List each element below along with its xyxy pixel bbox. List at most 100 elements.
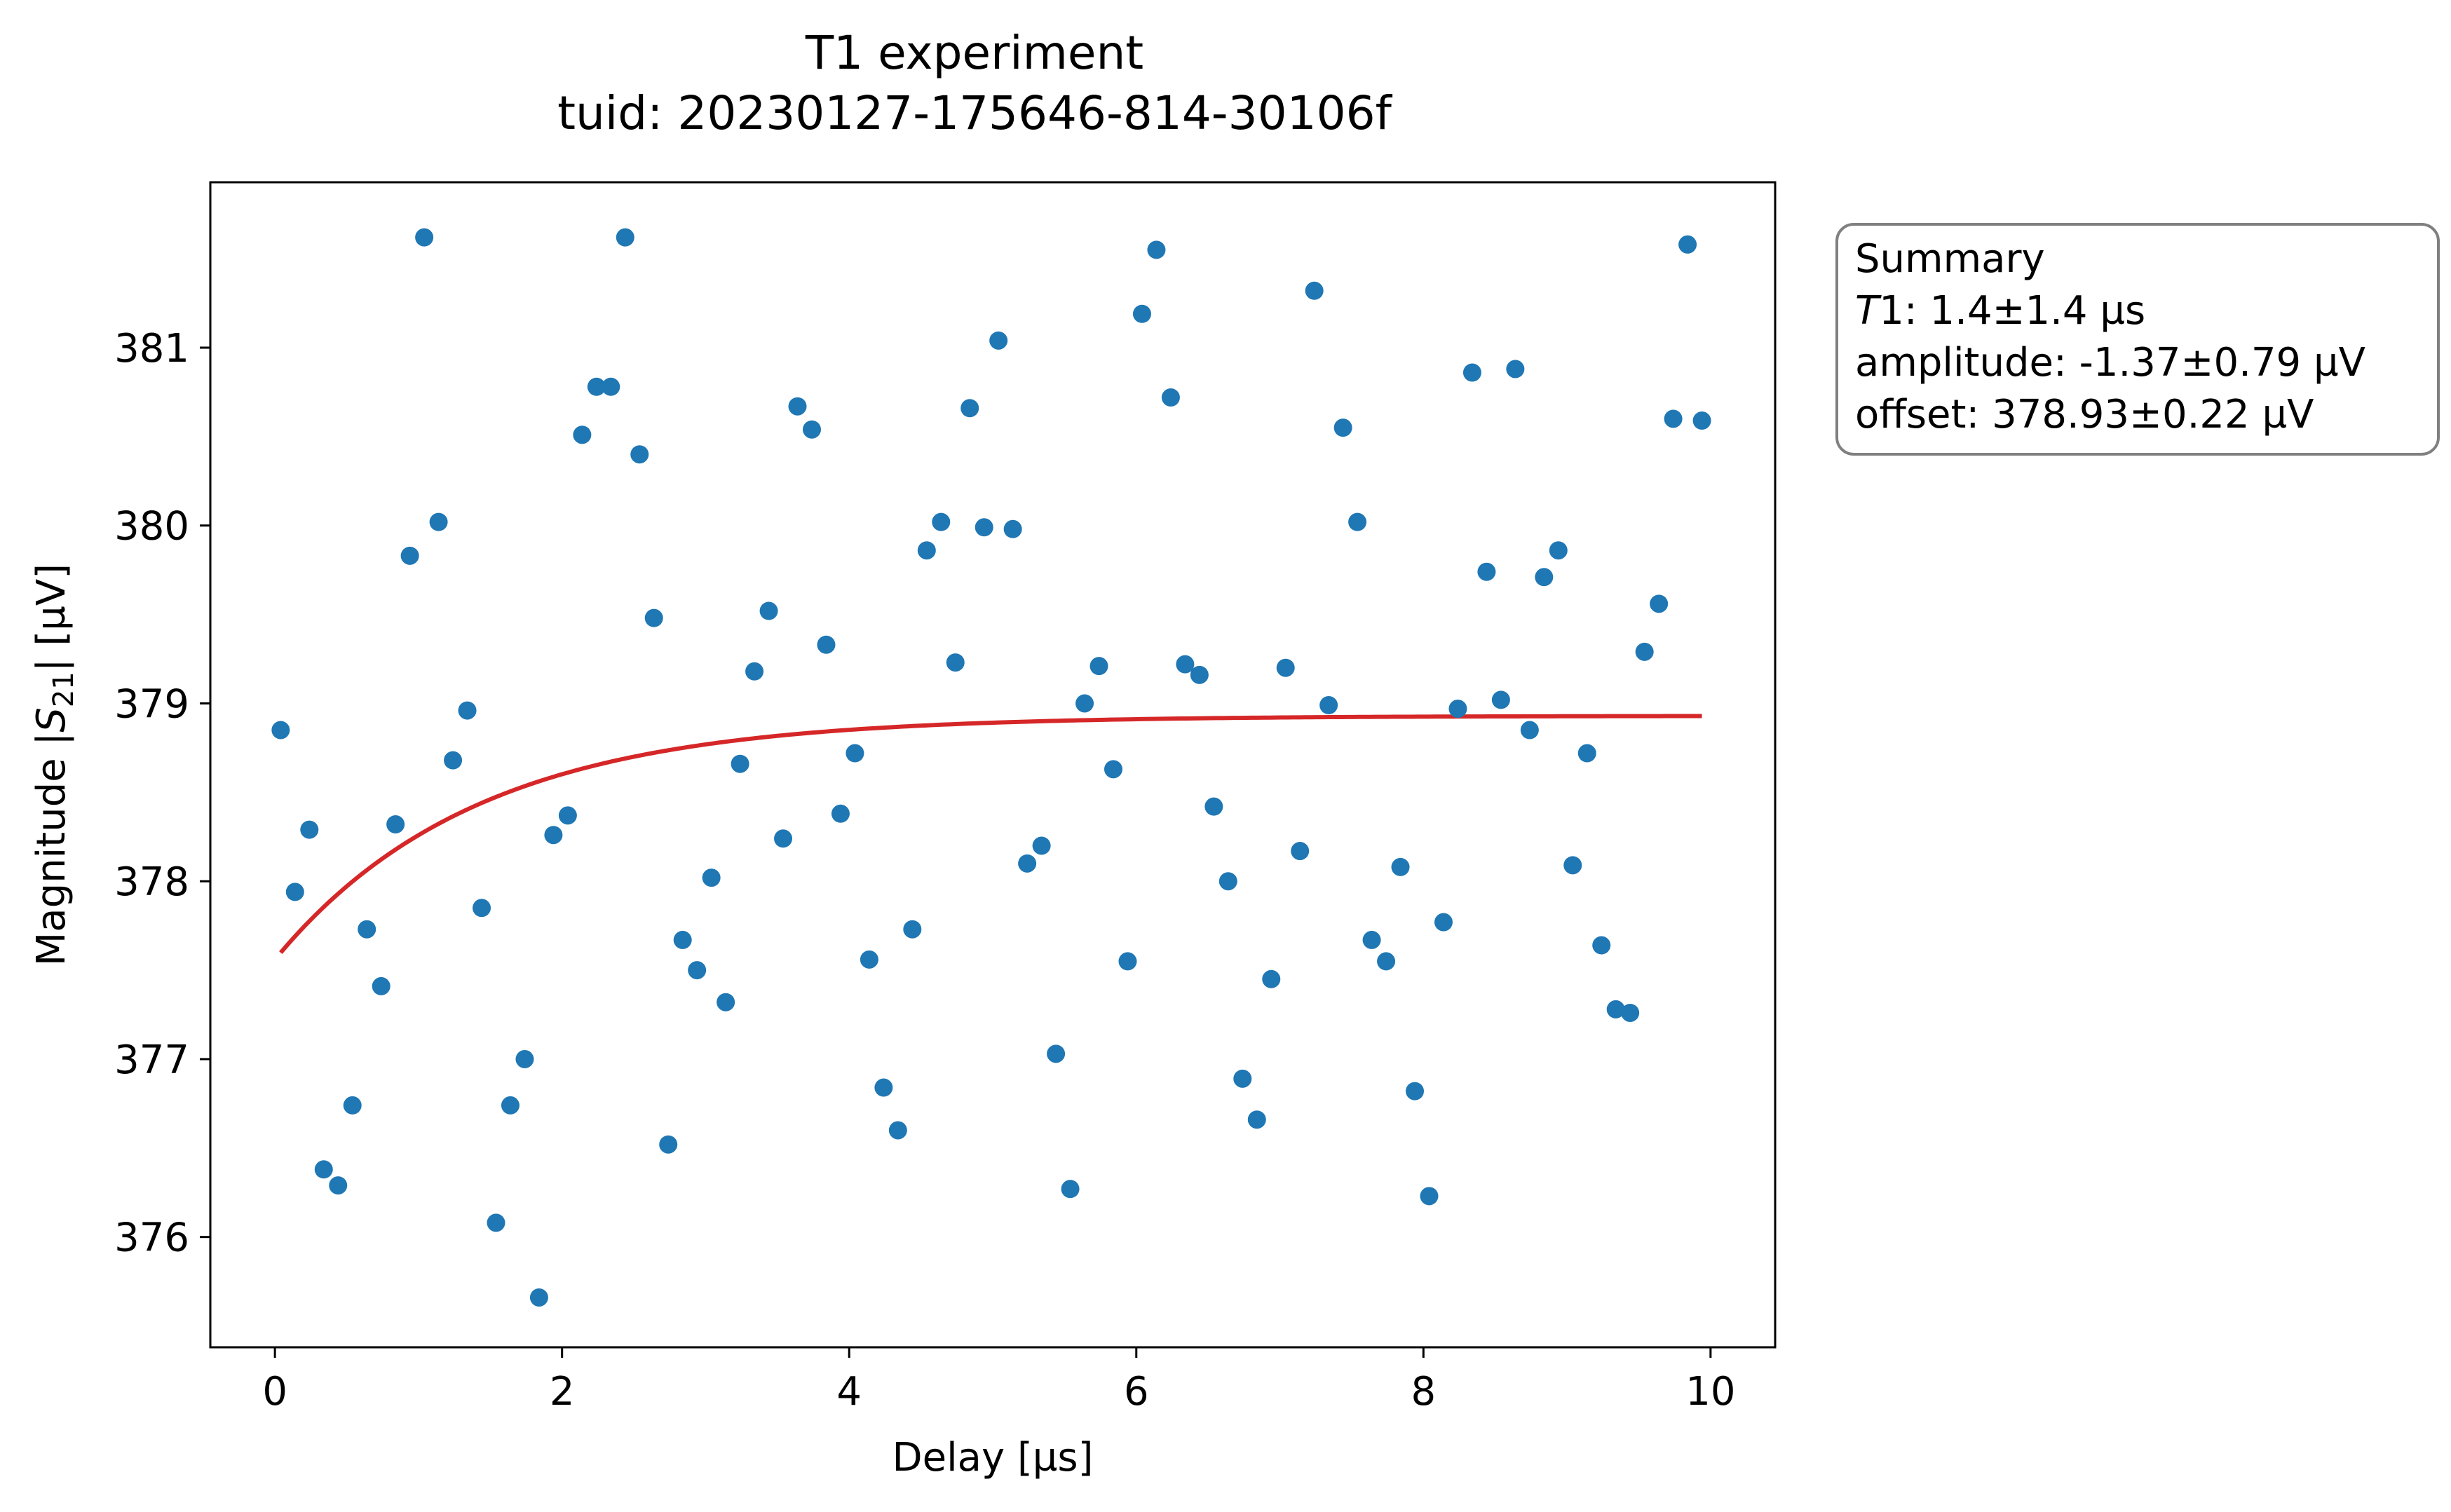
- data-point: [1391, 857, 1410, 876]
- data-point: [630, 445, 649, 464]
- data-point: [587, 377, 606, 396]
- data-point: [1535, 568, 1554, 587]
- data-point: [616, 228, 634, 247]
- data-point: [1305, 281, 1324, 300]
- data-point: [473, 899, 491, 918]
- data-point: [1089, 657, 1108, 676]
- data-point: [1233, 1069, 1252, 1088]
- data-point: [1218, 872, 1237, 891]
- data-point: [1650, 594, 1669, 613]
- data-point: [1549, 541, 1568, 560]
- y-axis-label: Magnitude |S21| [µV]: [29, 564, 80, 966]
- data-point: [1276, 658, 1295, 677]
- data-point: [444, 751, 463, 770]
- y-axis-label-symbol: S: [29, 707, 74, 733]
- data-point: [688, 961, 707, 980]
- y-tick-label: 378: [114, 859, 189, 905]
- data-point: [1592, 936, 1611, 955]
- data-point: [1692, 411, 1711, 430]
- data-point: [573, 425, 592, 444]
- data-point: [1406, 1082, 1425, 1101]
- y-tick-label: 381: [114, 326, 189, 372]
- data-point: [774, 829, 793, 848]
- data-point: [529, 1288, 548, 1307]
- data-point: [487, 1213, 505, 1232]
- fit-layer: [279, 714, 1702, 955]
- x-tick-label: 8: [1411, 1369, 1436, 1415]
- data-point: [1018, 854, 1037, 873]
- data-point: [1104, 760, 1123, 779]
- data-point: [1678, 235, 1697, 254]
- data-point: [874, 1078, 893, 1097]
- x-tick-label: 10: [1685, 1369, 1735, 1415]
- data-point: [745, 662, 764, 681]
- data-point: [400, 546, 419, 565]
- data-point: [1132, 304, 1151, 323]
- data-point: [1520, 721, 1539, 740]
- data-point: [759, 601, 778, 620]
- data-point: [932, 512, 951, 531]
- data-point: [1061, 1180, 1080, 1199]
- data-point: [300, 820, 319, 839]
- data-point: [788, 397, 807, 416]
- data-point: [1032, 836, 1051, 855]
- data-point: [1291, 842, 1310, 861]
- data-point: [271, 721, 290, 740]
- data-point: [659, 1135, 678, 1154]
- data-point: [602, 377, 620, 396]
- data-point: [817, 635, 836, 654]
- data-point: [1606, 1000, 1625, 1019]
- summary-t1: T1: 1.4±1.4 µs: [1855, 288, 2145, 334]
- data-point: [429, 512, 448, 531]
- data-point: [702, 869, 721, 887]
- y-tick-label: 376: [114, 1215, 189, 1261]
- y-tick-label: 377: [114, 1037, 189, 1083]
- fit-curve: [279, 714, 1702, 955]
- y-tick-label: 380: [114, 504, 189, 550]
- y-axis-label-prefix: Magnitude |: [29, 733, 74, 966]
- data-point: [1434, 913, 1453, 932]
- data-point: [975, 518, 993, 537]
- chart-title: T1 experiment: [805, 26, 1143, 80]
- chart-subtitle: tuid: 20230127-175646-814-30106f: [557, 86, 1392, 140]
- data-point: [1377, 952, 1396, 971]
- summary-box: Summary T1: 1.4±1.4 µs amplitude: -1.37±…: [1835, 223, 2440, 456]
- data-point: [1577, 744, 1596, 763]
- data-point: [1147, 240, 1166, 259]
- data-point: [458, 701, 477, 720]
- data-point: [960, 399, 979, 418]
- data-point: [1047, 1044, 1066, 1063]
- data-point: [1204, 797, 1223, 816]
- data-point: [1161, 388, 1180, 407]
- data-point: [343, 1096, 362, 1115]
- y-tick-label: 379: [114, 681, 189, 727]
- y-axis-label-subscript: 21: [48, 672, 80, 707]
- data-point: [1506, 360, 1525, 379]
- data-point: [731, 754, 749, 773]
- data-point: [1420, 1187, 1439, 1206]
- data-point: [673, 930, 692, 949]
- data-point: [1075, 694, 1094, 713]
- x-tick-label: 4: [836, 1369, 862, 1415]
- data-point: [846, 744, 864, 763]
- data-point: [917, 541, 936, 560]
- data-point: [1563, 856, 1582, 875]
- data-point: [1448, 700, 1467, 718]
- data-point: [1190, 665, 1209, 684]
- data-point: [415, 228, 434, 247]
- data-point: [1348, 512, 1367, 531]
- data-point: [717, 993, 735, 1012]
- data-point: [1462, 363, 1481, 382]
- y-axis: 376 377 378 379 380 381: [114, 326, 210, 1261]
- summary-box-border: [1835, 223, 2440, 456]
- data-point: [903, 920, 922, 939]
- x-tick-label: 0: [262, 1369, 287, 1415]
- data-point: [386, 815, 405, 833]
- data-point: [558, 806, 577, 825]
- x-axis-label: Delay [µs]: [892, 1435, 1094, 1480]
- summary-t1-value: 1: 1.4±1.4 µs: [1879, 288, 2145, 334]
- data-point: [1333, 418, 1352, 437]
- data-point: [946, 653, 965, 672]
- data-point: [285, 883, 304, 901]
- data-point: [544, 826, 563, 845]
